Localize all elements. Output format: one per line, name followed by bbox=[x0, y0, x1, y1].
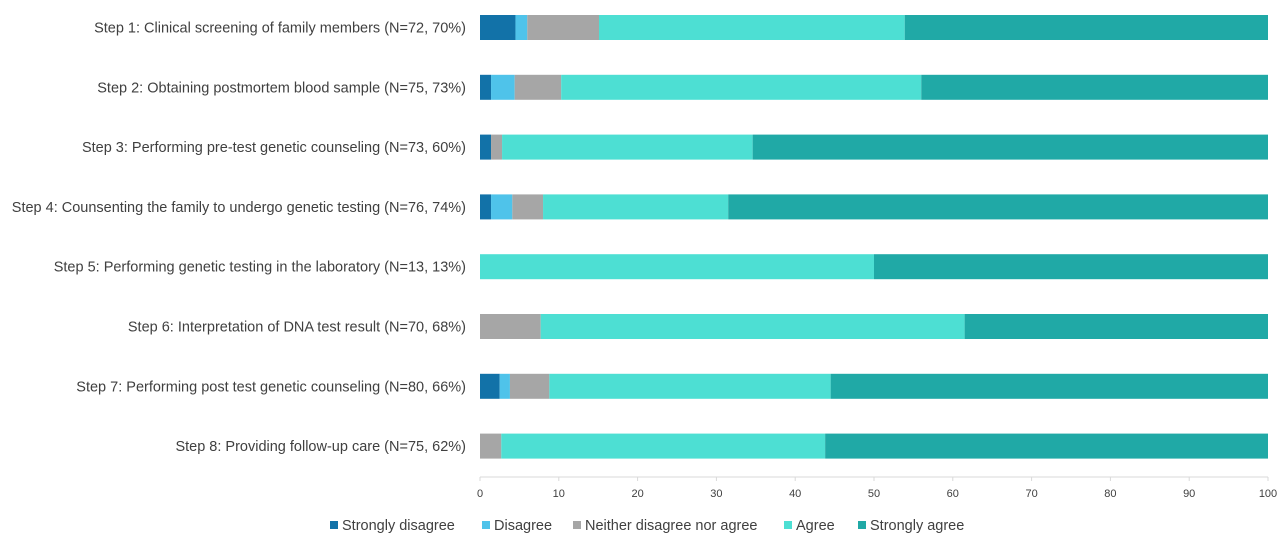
x-tick-label: 20 bbox=[631, 488, 643, 500]
bar-step7-series5 bbox=[830, 373, 1268, 399]
x-tick-label: 10 bbox=[553, 488, 565, 500]
bar-step8-series4 bbox=[501, 433, 826, 459]
category-label: Step 4: Counsenting the family to underg… bbox=[12, 200, 466, 216]
category-label: Step 6: Interpretation of DNA test resul… bbox=[128, 320, 466, 336]
bar-step5-series5 bbox=[874, 254, 1268, 280]
bar-step6-series5 bbox=[964, 314, 1268, 339]
bar-step2-series4 bbox=[561, 74, 922, 100]
category-label: Step 1: Clinical screening of family mem… bbox=[94, 21, 466, 37]
bars-layer bbox=[480, 15, 1268, 459]
bar-step2-series5 bbox=[921, 74, 1268, 100]
bar-step7-series3 bbox=[509, 373, 550, 399]
bar-step7-series2 bbox=[499, 373, 510, 399]
legend-swatch bbox=[573, 521, 581, 529]
category-label: Step 7: Performing post test genetic cou… bbox=[76, 379, 466, 395]
legend-label: Neither disagree nor agree bbox=[585, 518, 758, 534]
x-tick-label: 60 bbox=[947, 488, 959, 500]
bar-step4-series2 bbox=[491, 194, 513, 220]
legend-label: Agree bbox=[796, 518, 835, 534]
category-labels: Step 1: Clinical screening of family mem… bbox=[12, 21, 466, 456]
bar-step3-series1 bbox=[480, 134, 492, 160]
category-label: Step 2: Obtaining postmortem blood sampl… bbox=[97, 80, 466, 96]
category-label: Step 3: Performing pre-test genetic coun… bbox=[82, 140, 466, 156]
bar-step2-series3 bbox=[514, 74, 562, 100]
legend-swatch bbox=[482, 521, 490, 529]
bar-step6-series4 bbox=[540, 314, 965, 339]
bar-step7-series4 bbox=[549, 373, 831, 399]
x-tick-label: 50 bbox=[868, 488, 880, 500]
bar-step2-series2 bbox=[491, 74, 515, 100]
x-tick-label: 40 bbox=[789, 488, 801, 500]
legend-swatch bbox=[858, 521, 866, 529]
legend-label: Strongly agree bbox=[870, 518, 964, 534]
bar-step3-series5 bbox=[752, 134, 1268, 160]
bar-step4-series4 bbox=[543, 194, 729, 220]
legend-swatch bbox=[784, 521, 792, 529]
legend: Strongly disagree Disagree Neither disagre… bbox=[330, 518, 964, 534]
x-tick-label: 30 bbox=[710, 488, 722, 500]
bar-step1-series1 bbox=[480, 15, 516, 40]
x-axis: 0 10 20 30 40 50 60 70 80 90 100 bbox=[477, 476, 1277, 500]
bar-step4-series5 bbox=[728, 194, 1268, 220]
legend-label: Strongly disagree bbox=[342, 518, 455, 534]
bar-step3-series4 bbox=[502, 134, 753, 160]
category-label: Step 8: Providing follow-up care (N=75, … bbox=[175, 439, 466, 455]
bar-step8-series3 bbox=[480, 433, 502, 459]
bar-step1-series4 bbox=[598, 15, 905, 40]
bar-step4-series3 bbox=[512, 194, 544, 220]
bar-step7-series1 bbox=[480, 373, 500, 399]
bar-step3-series3 bbox=[491, 134, 503, 160]
legend-swatch bbox=[330, 521, 338, 529]
legend-label: Disagree bbox=[494, 518, 552, 534]
x-tick-label: 70 bbox=[1025, 488, 1037, 500]
bar-step4-series1 bbox=[480, 194, 492, 220]
bar-step6-series3 bbox=[480, 314, 541, 339]
x-tick-label: 100 bbox=[1259, 488, 1277, 500]
x-tick-label: 90 bbox=[1183, 488, 1195, 500]
bar-step1-series2 bbox=[515, 15, 528, 40]
x-tick-label: 80 bbox=[1104, 488, 1116, 500]
bar-step2-series1 bbox=[480, 74, 492, 100]
category-label: Step 5: Performing genetic testing in th… bbox=[54, 260, 466, 276]
bar-step5-series4 bbox=[480, 254, 874, 280]
x-tick-label: 0 bbox=[477, 488, 483, 500]
bar-step1-series3 bbox=[527, 15, 599, 40]
bar-step8-series5 bbox=[825, 433, 1268, 459]
bar-step1-series5 bbox=[904, 15, 1268, 40]
